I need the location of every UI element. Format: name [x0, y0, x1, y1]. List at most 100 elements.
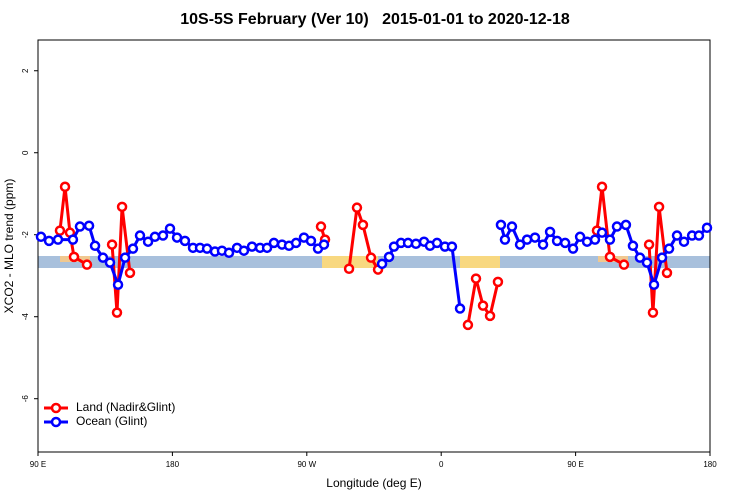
data-point	[701, 222, 713, 234]
data-point	[223, 247, 235, 259]
data-point	[671, 230, 683, 241]
series-line	[58, 186, 669, 326]
data-point	[653, 201, 665, 213]
y-tick-label: 2	[21, 68, 30, 73]
data-point	[693, 230, 705, 241]
x-tick-label: 180	[703, 460, 717, 469]
data-point	[641, 257, 653, 268]
data-point	[596, 181, 608, 193]
legend: Land (Nadir&Glint)Ocean (Glint)	[44, 400, 175, 428]
data-point	[290, 237, 302, 249]
data-point	[484, 310, 496, 322]
data-point	[537, 239, 549, 250]
data-point	[35, 231, 47, 243]
data-point	[343, 263, 355, 275]
data-point	[574, 231, 586, 243]
data-point	[89, 240, 101, 252]
data-point	[410, 238, 422, 249]
data-point	[97, 252, 109, 263]
data-point	[454, 303, 466, 314]
data-point	[268, 237, 280, 249]
data-point	[134, 230, 146, 241]
data-point	[164, 223, 176, 234]
y-tick-label: 0	[21, 150, 30, 155]
legend-label: Ocean (Glint)	[76, 414, 147, 428]
data-point	[627, 240, 639, 252]
x-tick-label: 90 E	[567, 460, 583, 469]
data-point	[111, 307, 123, 318]
x-axis-label: Longitude (deg E)	[326, 476, 421, 490]
data-point	[618, 259, 630, 270]
x-tick-label: 180	[166, 460, 180, 469]
data-point	[124, 267, 136, 279]
data-point	[43, 235, 55, 247]
data-point	[647, 307, 659, 318]
x-tick-label: 90 E	[30, 460, 46, 469]
plot-frame	[37, 39, 711, 453]
data-point	[365, 252, 377, 263]
data-point	[157, 230, 169, 241]
data-point	[470, 273, 482, 284]
data-point	[611, 221, 623, 232]
data-point	[446, 241, 458, 252]
data-point	[495, 219, 507, 231]
data-point	[376, 258, 388, 270]
data-point	[149, 231, 161, 243]
legend-label: Land (Nadir&Glint)	[76, 400, 175, 414]
data-point	[52, 234, 64, 245]
data-point	[104, 257, 116, 268]
data-point	[431, 237, 443, 249]
data-point	[305, 235, 317, 247]
data-point	[261, 242, 273, 254]
data-point	[67, 234, 79, 245]
data-point	[238, 245, 250, 256]
chart-title: 10S-5S February (Ver 10) 2015-01-01 to 2…	[180, 11, 570, 28]
data-point	[589, 234, 601, 245]
data-point	[383, 251, 395, 263]
data-point	[142, 236, 154, 247]
data-point	[127, 243, 139, 254]
y-tick-label: -6	[21, 395, 30, 403]
x-tick-label: 0	[439, 460, 444, 469]
data-point	[661, 267, 673, 279]
data-point	[106, 239, 118, 250]
data-point	[499, 234, 511, 245]
data-point	[315, 221, 327, 232]
land-band	[460, 256, 500, 268]
data-point	[351, 202, 363, 213]
data-point	[83, 220, 95, 231]
data-point	[604, 234, 616, 245]
data-point	[678, 236, 690, 247]
data-point	[179, 235, 191, 247]
data-point	[462, 319, 474, 331]
data-point	[116, 201, 128, 213]
data-point	[567, 243, 579, 254]
data-point	[663, 243, 675, 254]
legend-marker	[50, 416, 62, 428]
data-point	[112, 279, 124, 290]
data-point	[59, 181, 71, 193]
data-point	[318, 239, 330, 250]
data-point	[596, 227, 608, 238]
data-point	[604, 251, 616, 263]
data-point	[246, 241, 258, 252]
data-point	[119, 252, 131, 263]
data-point	[74, 221, 86, 232]
data-point	[514, 239, 526, 250]
data-point	[656, 252, 668, 263]
data-point	[559, 237, 571, 249]
data-point	[357, 219, 369, 231]
legend-marker	[50, 402, 62, 414]
data-point	[81, 259, 93, 270]
data-point	[492, 276, 504, 288]
data-point	[620, 219, 632, 231]
data-point	[68, 251, 80, 263]
y-axis-label: XCO2 - MLO trend (ppm)	[2, 179, 16, 314]
data-point	[54, 225, 66, 236]
data-point	[551, 235, 563, 247]
data-point	[506, 221, 518, 232]
y-tick-label: -2	[21, 231, 30, 239]
y-tick-label: -4	[21, 313, 30, 321]
x-tick-label: 90 W	[297, 460, 316, 469]
